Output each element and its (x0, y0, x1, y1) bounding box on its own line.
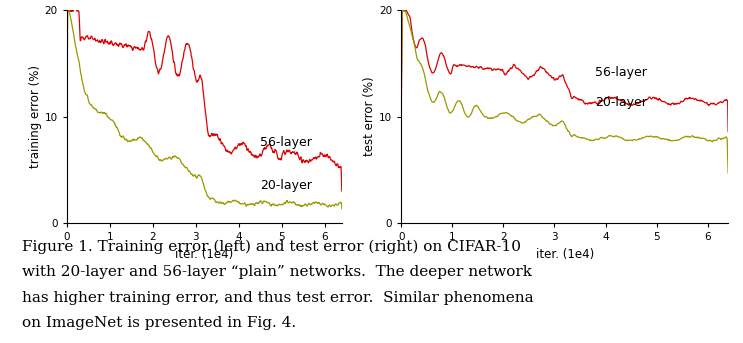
Text: Figure 1. Training error (left) and test error (right) on CIFAR-10: Figure 1. Training error (left) and test… (22, 240, 522, 255)
Text: has higher training error, and thus test error.  Similar phenomena: has higher training error, and thus test… (22, 291, 534, 305)
Y-axis label: training error (%): training error (%) (29, 65, 42, 168)
Text: on ImageNet is presented in Fig. 4.: on ImageNet is presented in Fig. 4. (22, 316, 296, 330)
X-axis label: iter. (1e4): iter. (1e4) (536, 248, 594, 261)
Text: with 20-layer and 56-layer “plain” networks.  The deeper network: with 20-layer and 56-layer “plain” netwo… (22, 265, 532, 280)
Y-axis label: test error (%): test error (%) (363, 77, 376, 156)
Text: 56-layer: 56-layer (260, 137, 312, 150)
Text: 20-layer: 20-layer (260, 179, 312, 192)
X-axis label: iter. (1e4): iter. (1e4) (175, 248, 233, 261)
Text: 20-layer: 20-layer (595, 96, 647, 109)
Text: 56-layer: 56-layer (595, 66, 647, 79)
